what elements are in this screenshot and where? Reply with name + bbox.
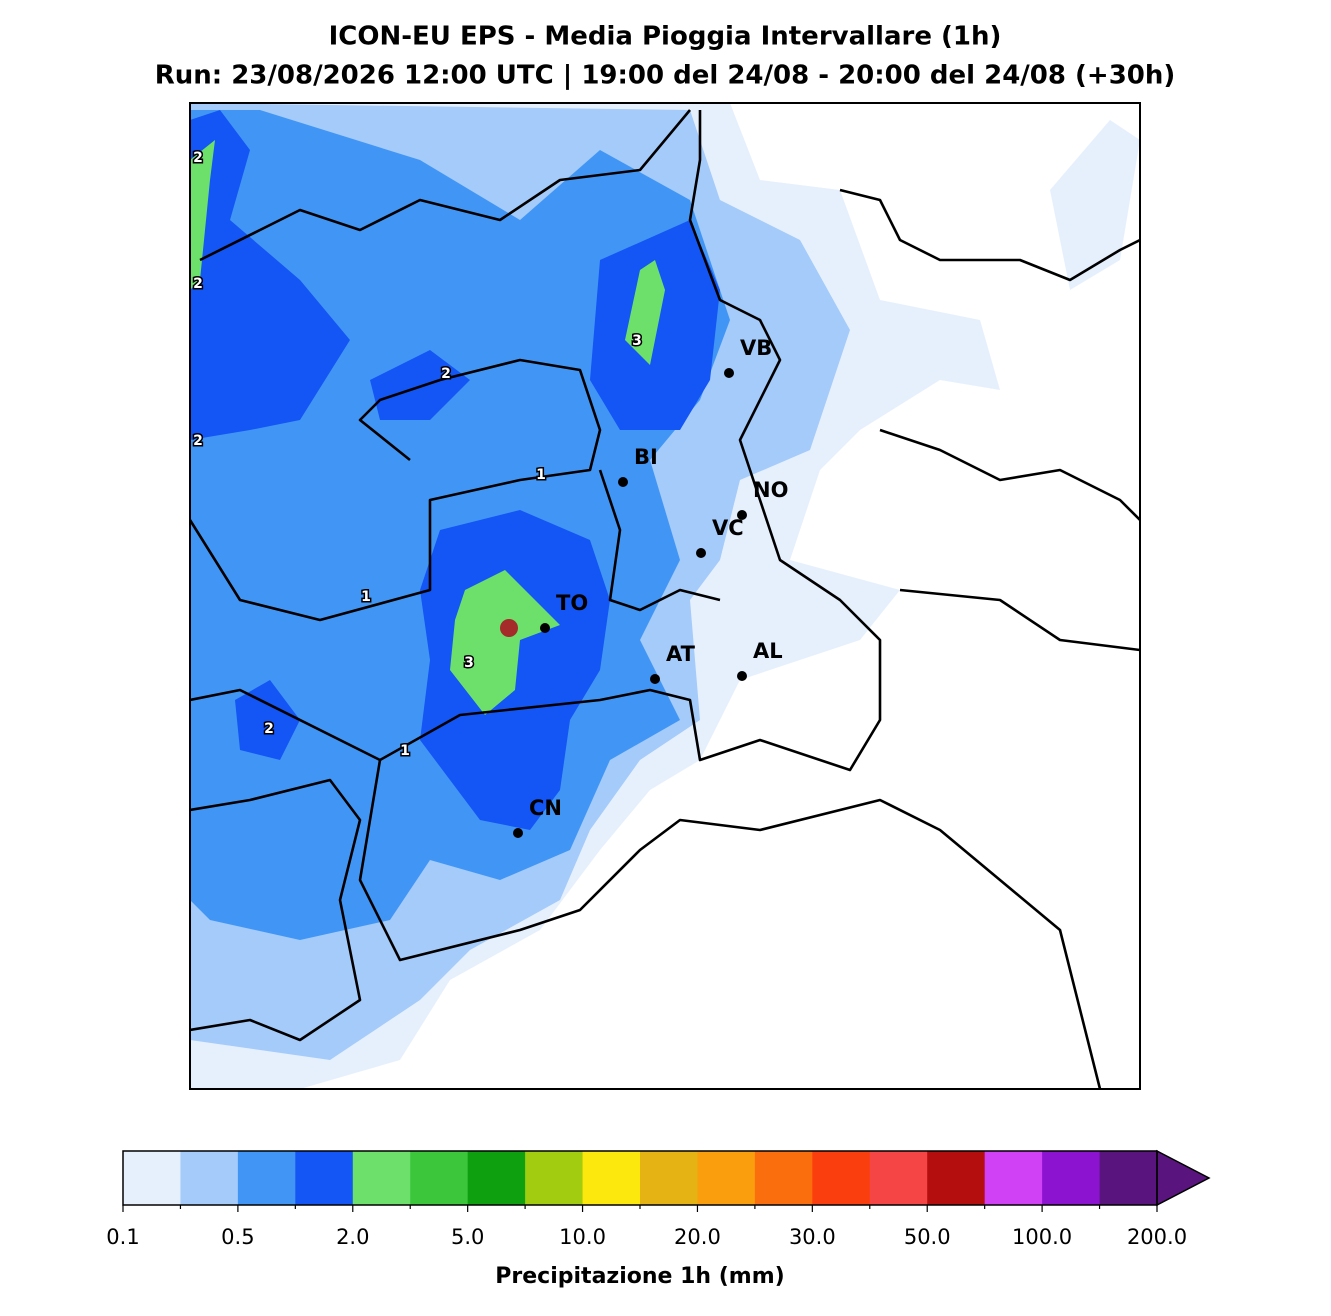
precip-area [370, 350, 470, 420]
border [190, 110, 882, 772]
contour-label: 3 [632, 333, 642, 349]
colorbar-extend [1156, 1149, 1211, 1207]
colorbar-swatch [1099, 1151, 1158, 1205]
border [899, 588, 1140, 652]
precip-area [235, 680, 300, 760]
border [190, 358, 602, 622]
colorbar-tick-label: 200.0 [1127, 1225, 1187, 1249]
map [190, 103, 1140, 1089]
city-label: CN [529, 796, 562, 820]
city-label: AT [666, 642, 696, 666]
city-label: TO [556, 591, 588, 615]
border [190, 778, 362, 1042]
contour-label: 2 [193, 276, 203, 292]
city-dot [618, 477, 628, 487]
precip-area [450, 570, 560, 715]
colorbar-swatch [812, 1151, 871, 1205]
colorbar-swatch [927, 1151, 986, 1205]
colorbar-swatch [640, 1151, 698, 1205]
city-dot [650, 674, 660, 684]
border [199, 109, 691, 262]
colorbar-swatch [754, 1151, 813, 1205]
colorbar-swatch [410, 1151, 469, 1205]
city-label: BI [634, 445, 658, 469]
city-dot [737, 671, 747, 681]
colorbar-label: Precipitazione 1h (mm) [495, 1264, 784, 1289]
colorbar-swatch [984, 1151, 1043, 1205]
city-label: VC [712, 516, 744, 540]
colorbar-swatch [582, 1151, 641, 1205]
city-dot [540, 623, 550, 633]
subtitle: Run: 23/08/2026 12:00 UTC | 19:00 del 24… [155, 61, 1176, 91]
colorbar-swatch [1042, 1151, 1101, 1205]
colorbar-swatch [697, 1151, 756, 1205]
border [598, 469, 721, 612]
contour-label: 1 [400, 743, 410, 759]
colorbar-tick-label: 30.0 [789, 1225, 836, 1249]
map-frame [189, 102, 1141, 1090]
contour-label: 1 [361, 589, 371, 605]
contour-label: 2 [441, 366, 451, 382]
colorbar-swatch [180, 1151, 239, 1205]
city-dot [513, 828, 523, 838]
precip-area [190, 140, 215, 290]
colorbar-tick-label: 0.1 [106, 1225, 139, 1249]
border [879, 428, 1140, 521]
colorbar-swatch [123, 1151, 181, 1205]
colorbar-swatch [237, 1151, 296, 1205]
city-dot [696, 548, 706, 558]
location-marker [500, 619, 518, 637]
contour-label: 1 [536, 467, 546, 483]
colorbar: 0.1 0.5 2.0 5.0 10.0 20.0 30.0 50.0 100.0 200.0 [106, 1149, 1211, 1249]
border [839, 188, 1140, 282]
contour-label: 2 [193, 433, 203, 449]
precip-area [1050, 120, 1140, 290]
colorbar-tick-label: 20.0 [674, 1225, 721, 1249]
city-dot [724, 368, 734, 378]
colorbar-swatch [295, 1151, 354, 1205]
city-label: NO [753, 478, 788, 502]
city-label: AL [753, 639, 783, 663]
colorbar-tick-label: 0.5 [221, 1225, 254, 1249]
colorbar-tick-label: 5.0 [451, 1225, 484, 1249]
precip-area [190, 110, 350, 440]
contour-label: 2 [264, 721, 274, 737]
colorbar-tick-label: 10.0 [559, 1225, 606, 1249]
colorbar-swatch [352, 1151, 411, 1205]
border [358, 759, 1102, 1089]
colorbar-swatch [869, 1151, 928, 1205]
contour-label: 2 [193, 150, 203, 166]
city-dot [737, 510, 747, 520]
title: ICON-EU EPS - Media Pioggia Intervallare… [329, 22, 1002, 52]
precip-area [625, 260, 665, 365]
colorbar-tick-label: 50.0 [904, 1225, 951, 1249]
colorbar-tick-label: 2.0 [336, 1225, 369, 1249]
colorbar-swatch [467, 1151, 526, 1205]
city-label: VB [740, 336, 772, 360]
colorbar-tick-label: 100.0 [1012, 1225, 1072, 1249]
colorbar-swatch [525, 1151, 584, 1205]
contour-label: 3 [464, 655, 474, 671]
